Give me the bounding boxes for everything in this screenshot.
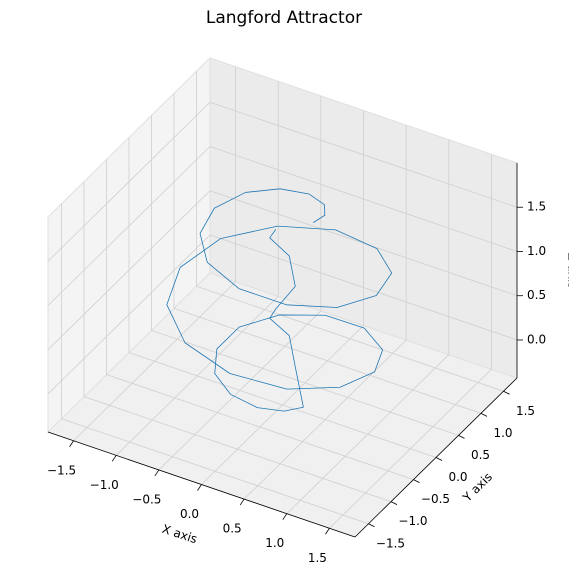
x-axis xyxy=(47,431,356,538)
y-tick-label: 1.5 xyxy=(516,404,535,418)
grid-line xyxy=(209,190,518,297)
grid-line xyxy=(196,285,504,392)
grid-line xyxy=(209,101,518,208)
y-tick-label: 0.0 xyxy=(448,470,467,484)
grid-line xyxy=(173,307,482,414)
grid-line xyxy=(47,234,211,395)
y-tick xyxy=(390,501,398,506)
y-tick xyxy=(458,435,465,439)
grid-line xyxy=(61,418,369,525)
grid-line xyxy=(151,330,459,436)
y-tick xyxy=(435,457,443,461)
z-tick-label: 1.0 xyxy=(527,244,546,258)
attractor-line xyxy=(166,188,393,412)
grid-line xyxy=(209,146,518,252)
chart-title: Langford Attractor xyxy=(206,8,362,28)
x-tick xyxy=(69,440,74,447)
x-tick-label: −1.0 xyxy=(90,478,119,492)
grid-line xyxy=(47,146,211,306)
x-tick-label: 0.5 xyxy=(223,522,242,536)
y-tick-label: −1.0 xyxy=(398,514,427,528)
z-tick-label: 0.5 xyxy=(527,288,546,302)
y-tick-label: 1.0 xyxy=(493,426,512,440)
x-tick xyxy=(239,498,245,506)
x-tick-label: 1.0 xyxy=(265,536,284,550)
z-axis-label: Z axis xyxy=(566,252,569,288)
x-tick xyxy=(154,469,160,477)
x-axis-label: X axis xyxy=(160,522,199,546)
y-tick-label: −1.5 xyxy=(376,536,405,550)
x-tick xyxy=(282,513,288,520)
z-tick-label: 0.0 xyxy=(527,332,546,346)
grid-line xyxy=(209,234,518,341)
x-tick-label: 1.5 xyxy=(308,551,327,565)
x-tick-label: −0.5 xyxy=(132,492,161,506)
x-tick-label: 0.0 xyxy=(180,507,199,521)
y-tick xyxy=(503,390,510,395)
x-tick xyxy=(197,484,202,491)
y-tick xyxy=(480,412,488,417)
y-tick-label: 0.5 xyxy=(471,448,490,462)
grid-line xyxy=(128,352,437,458)
x-tick xyxy=(325,528,330,535)
x-tick-label: −1.5 xyxy=(47,463,76,477)
y-tick-label: −0.5 xyxy=(421,492,450,506)
y-tick xyxy=(368,523,375,528)
grid-line xyxy=(47,190,211,351)
y-tick xyxy=(413,479,420,483)
grid-line xyxy=(83,396,392,503)
y-axis xyxy=(354,377,518,538)
grid-line xyxy=(106,374,414,480)
x-tick xyxy=(111,455,117,462)
z-tick-label: 1.5 xyxy=(527,200,546,214)
grid-line xyxy=(47,101,211,262)
